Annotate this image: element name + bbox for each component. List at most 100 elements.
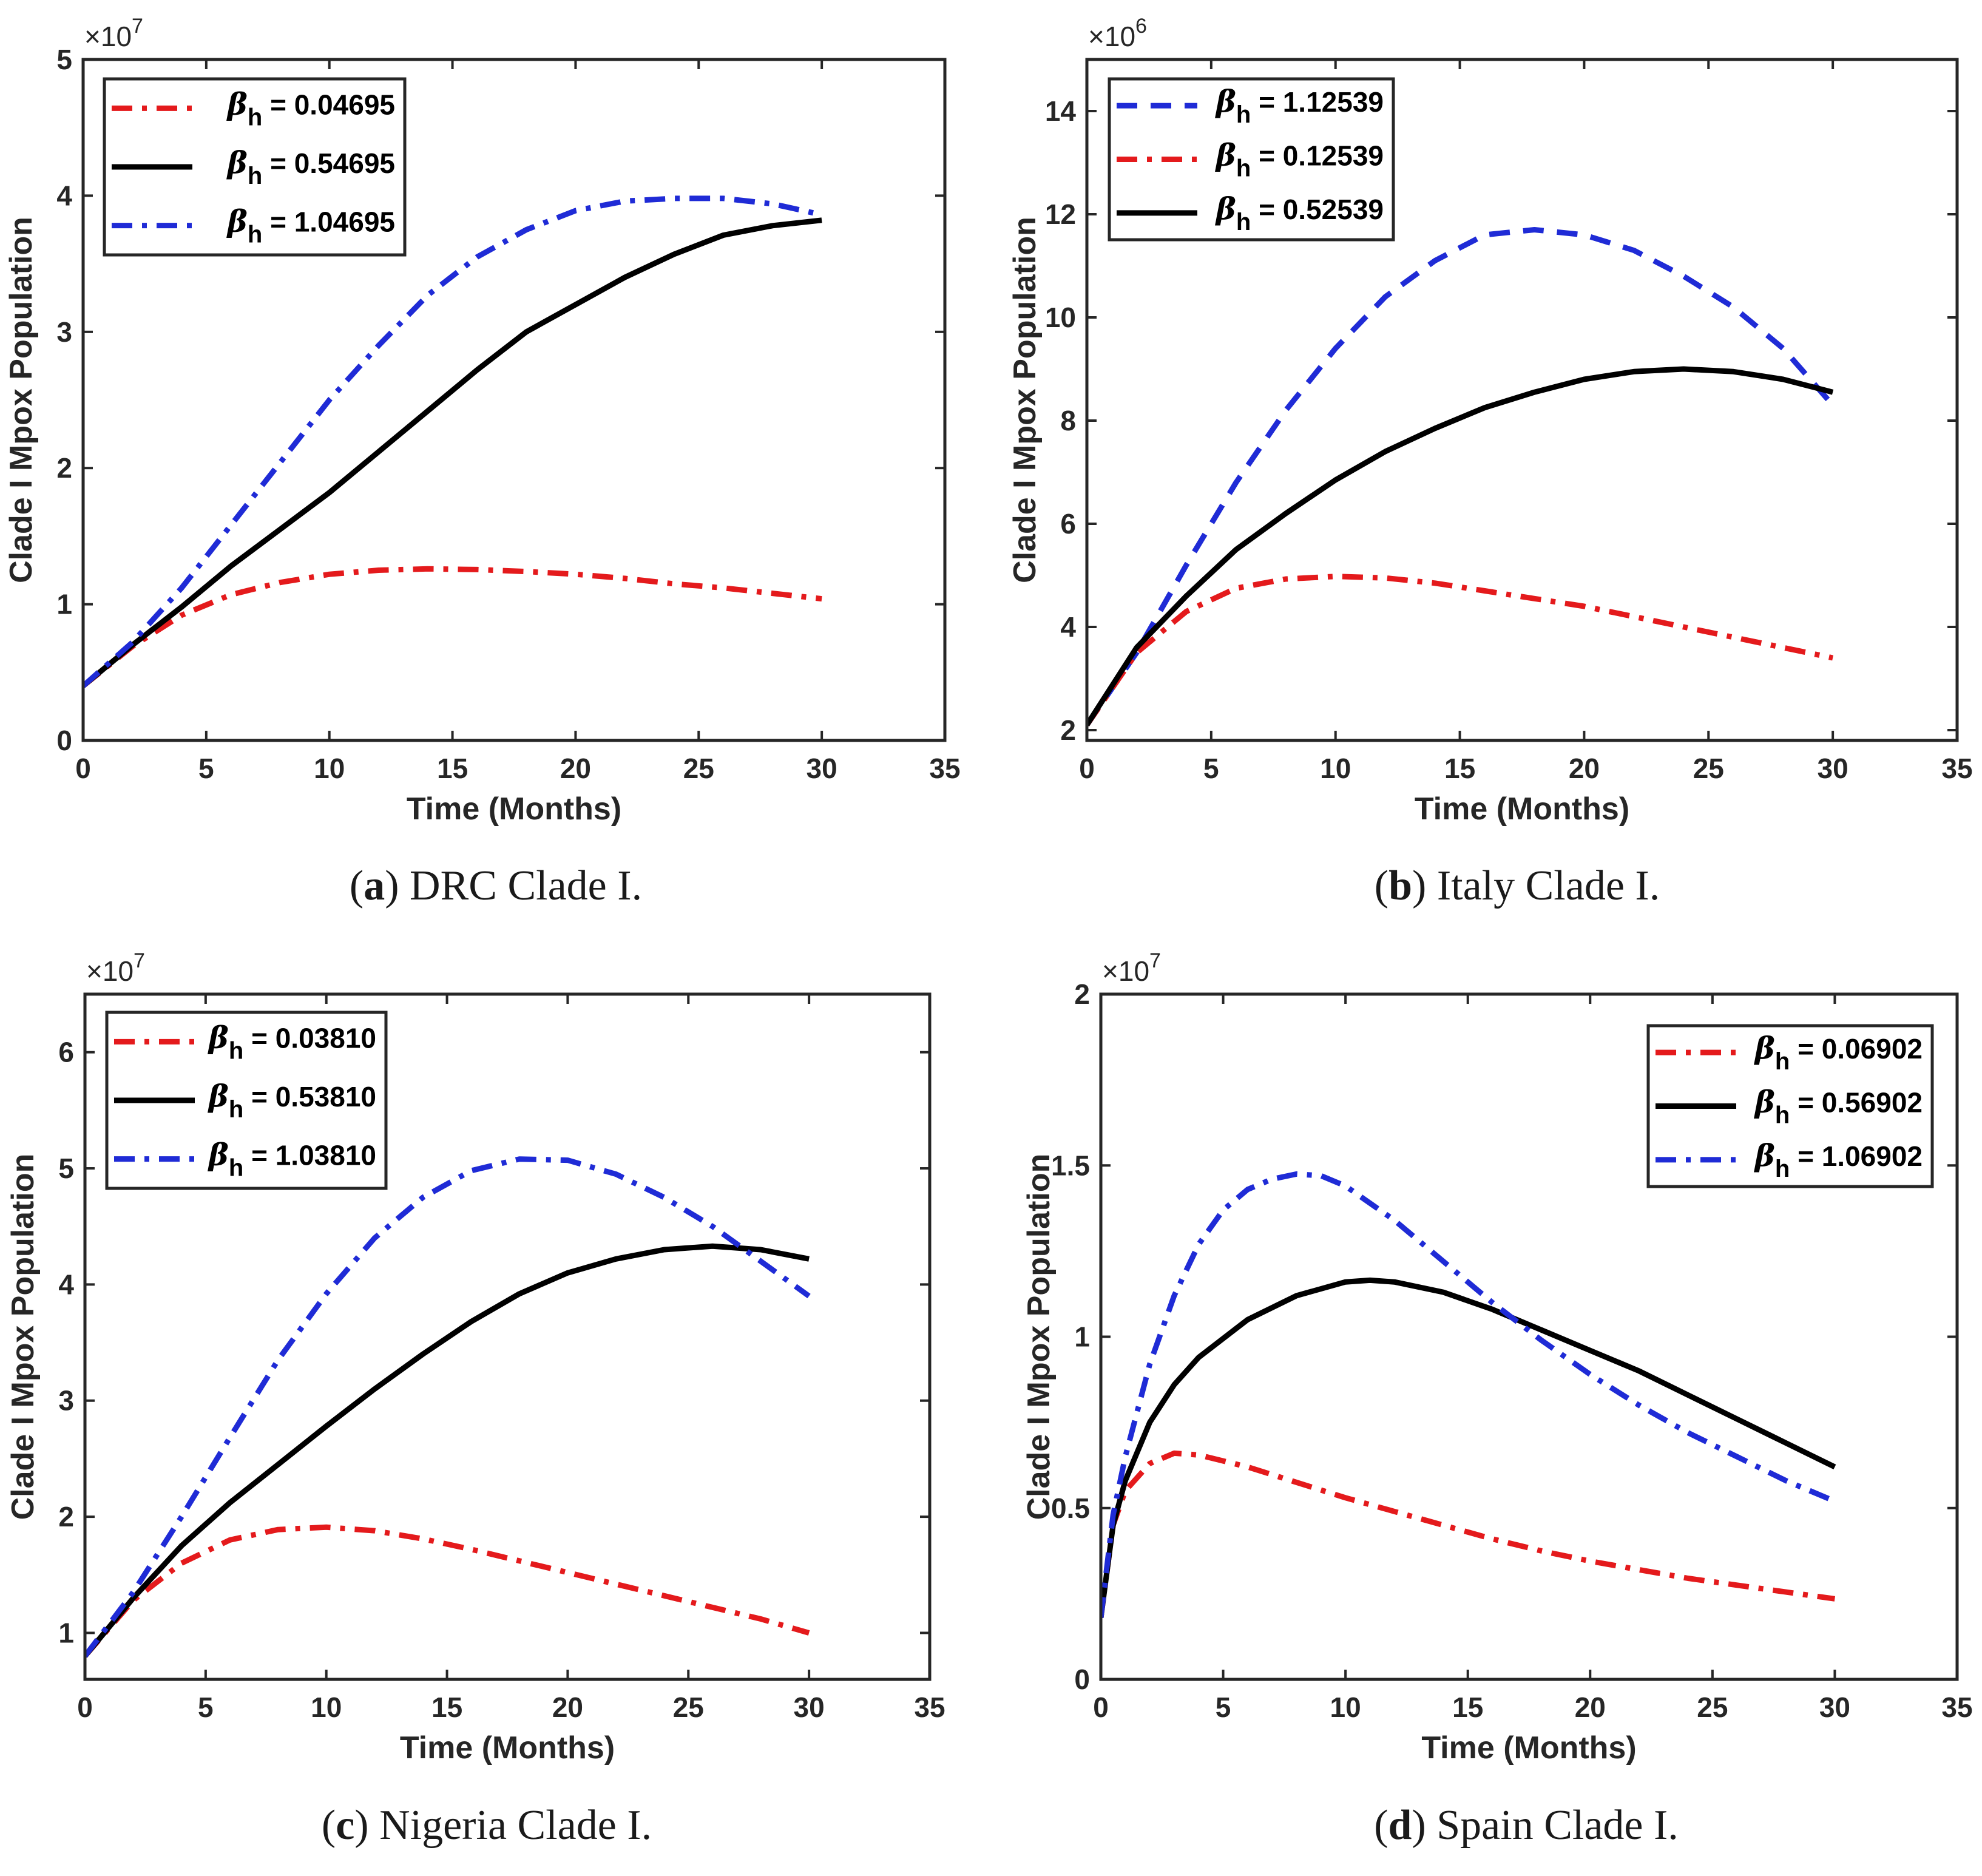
y-tick-label: 0 xyxy=(56,725,72,756)
y-tick-label: 5 xyxy=(56,44,72,75)
x-tick-label: 25 xyxy=(1693,753,1724,784)
legend-symbol: β xyxy=(208,1137,229,1173)
caption-close-paren: ) xyxy=(385,862,410,909)
caption-text: Italy Clade I. xyxy=(1437,862,1660,909)
caption-close-paren: ) xyxy=(1412,862,1437,909)
y-tick-label: 4 xyxy=(1060,611,1076,643)
y-tick-label: 0 xyxy=(1074,1664,1090,1695)
x-tick-label: 15 xyxy=(1444,753,1475,784)
caption-text: Nigeria Clade I. xyxy=(379,1802,652,1849)
caption-open-paren: ( xyxy=(322,1802,336,1849)
x-tick-label: 15 xyxy=(437,753,468,784)
legend-entry-label: βh = 1.04695 xyxy=(226,203,395,248)
panel-caption: (d) Spain Clade I. xyxy=(1374,1802,1679,1849)
y-multiplier-label: ×107 xyxy=(86,949,145,987)
legend-entry-label: βh = 0.54695 xyxy=(226,144,395,189)
legend-subscript: h xyxy=(248,104,262,130)
x-tick-label: 35 xyxy=(1941,753,1972,784)
caption-open-paren: ( xyxy=(1375,862,1388,909)
y-tick-label: 2 xyxy=(1074,978,1090,1010)
x-axis-label: Time (Months) xyxy=(1421,1730,1636,1766)
legend-entry-label: βh = 0.56902 xyxy=(1754,1084,1923,1129)
panel-d: 0 5 10 15 20 25 30 35 0 0.5 1 1.5 2 ×107 Time (Months)… xyxy=(1021,949,1973,1849)
legend-value: = 1.12539 xyxy=(1251,86,1384,118)
series-line-2 xyxy=(1087,574,1834,727)
legend-entry-label: βh = 1.12539 xyxy=(1215,83,1384,128)
legend-subscript: h xyxy=(1236,101,1251,128)
caption-close-paren: ) xyxy=(354,1802,379,1849)
axes-box xyxy=(1085,58,1959,742)
x-tick-label: 0 xyxy=(75,753,91,784)
y-tick-label: 1 xyxy=(56,589,72,620)
legend-entry-label: βh = 0.52539 xyxy=(1215,191,1384,235)
legend-value: = 1.03810 xyxy=(243,1140,376,1171)
series-line-3 xyxy=(83,195,823,688)
panel-caption: (a) DRC Clade I. xyxy=(350,862,642,909)
y-tick-label: 2 xyxy=(56,452,72,484)
panel-caption: (c) Nigeria Clade I. xyxy=(322,1802,652,1849)
legend-entry-label: βh = 1.06902 xyxy=(1754,1137,1923,1182)
y-axis-label: Clade I Mpox Population xyxy=(4,217,39,583)
x-tick-label: 25 xyxy=(683,753,714,784)
legend: βh = 0.04695 βh = 0.54695 βh = 1.04695 xyxy=(103,77,407,257)
y-multiplier-exponent: 7 xyxy=(134,949,145,972)
x-tick-label: 5 xyxy=(1216,1691,1231,1723)
legend-subscript: h xyxy=(248,163,262,189)
legend-value: = 0.54695 xyxy=(262,147,395,179)
legend-symbol: β xyxy=(1754,1030,1775,1066)
x-tick-label: 10 xyxy=(1320,753,1351,784)
legend-box xyxy=(103,77,407,257)
y-multiplier-exponent: 7 xyxy=(1149,949,1161,972)
legend-value: = 1.04695 xyxy=(262,206,395,238)
y-axis-label: Clade I Mpox Population xyxy=(1021,1154,1057,1520)
y-tick-label: 2 xyxy=(58,1501,74,1532)
caption-open-paren: ( xyxy=(350,862,364,909)
legend: βh = 0.06902 βh = 0.56902 βh = 1.06902 xyxy=(1646,1024,1934,1188)
x-tick-label: 35 xyxy=(929,753,960,784)
legend-value: = 0.04695 xyxy=(262,89,395,120)
panel-a: 0 5 10 15 20 25 30 35 0 1 2 3 4 5 ×107 Time (Months) Cla… xyxy=(4,15,961,909)
x-tick-label: 20 xyxy=(560,753,591,784)
y-tick-label: 4 xyxy=(56,180,72,211)
x-tick-label: 30 xyxy=(807,753,837,784)
y-axis-label: Clade I Mpox Population xyxy=(5,1154,41,1520)
y-tick-label: 1.5 xyxy=(1051,1150,1090,1181)
y-tick-label: 5 xyxy=(58,1153,74,1184)
y-tick-label: 10 xyxy=(1045,302,1076,333)
y-tick-label: 1 xyxy=(58,1617,74,1648)
legend-entry-label: βh = 0.12539 xyxy=(1215,137,1384,182)
x-tick-label: 20 xyxy=(1575,1691,1606,1723)
caption-text: Spain Clade I. xyxy=(1436,1802,1679,1849)
series-line-2 xyxy=(83,217,822,688)
legend-symbol: β xyxy=(226,144,248,180)
x-tick-label: 25 xyxy=(673,1691,704,1723)
legend-subscript: h xyxy=(229,1096,243,1123)
x-tick-label: 5 xyxy=(198,753,214,784)
series-line-3 xyxy=(85,1156,811,1658)
x-tick-label: 15 xyxy=(1452,1691,1483,1723)
legend-symbol: β xyxy=(1754,1084,1775,1120)
legend-symbol: β xyxy=(1754,1137,1775,1173)
legend-subscript: h xyxy=(1775,1156,1790,1182)
legend-value: = 0.03810 xyxy=(243,1022,376,1054)
y-multiplier-label: ×106 xyxy=(1088,15,1147,52)
y-multiplier-base: ×10 xyxy=(86,955,134,987)
legend-entry-label: βh = 1.03810 xyxy=(208,1137,376,1182)
series-line-3 xyxy=(1087,366,1834,726)
legend-subscript: h xyxy=(1775,1102,1790,1129)
x-tick-label: 15 xyxy=(431,1691,462,1723)
y-multiplier-exponent: 7 xyxy=(132,15,143,38)
caption-letter: b xyxy=(1388,862,1412,909)
x-tick-label: 0 xyxy=(1079,753,1095,784)
legend-entry-label: βh = 0.06902 xyxy=(1754,1030,1923,1075)
y-multiplier-base: ×10 xyxy=(84,21,132,52)
series-line-2 xyxy=(1101,1277,1836,1618)
x-tick-label: 10 xyxy=(311,1691,342,1723)
axes-box xyxy=(1099,992,1959,1681)
x-tick-label: 10 xyxy=(314,753,345,784)
caption-letter: d xyxy=(1388,1802,1412,1849)
legend-entry-label: βh = 0.53810 xyxy=(208,1078,376,1123)
y-multiplier-base: ×10 xyxy=(1088,21,1135,52)
